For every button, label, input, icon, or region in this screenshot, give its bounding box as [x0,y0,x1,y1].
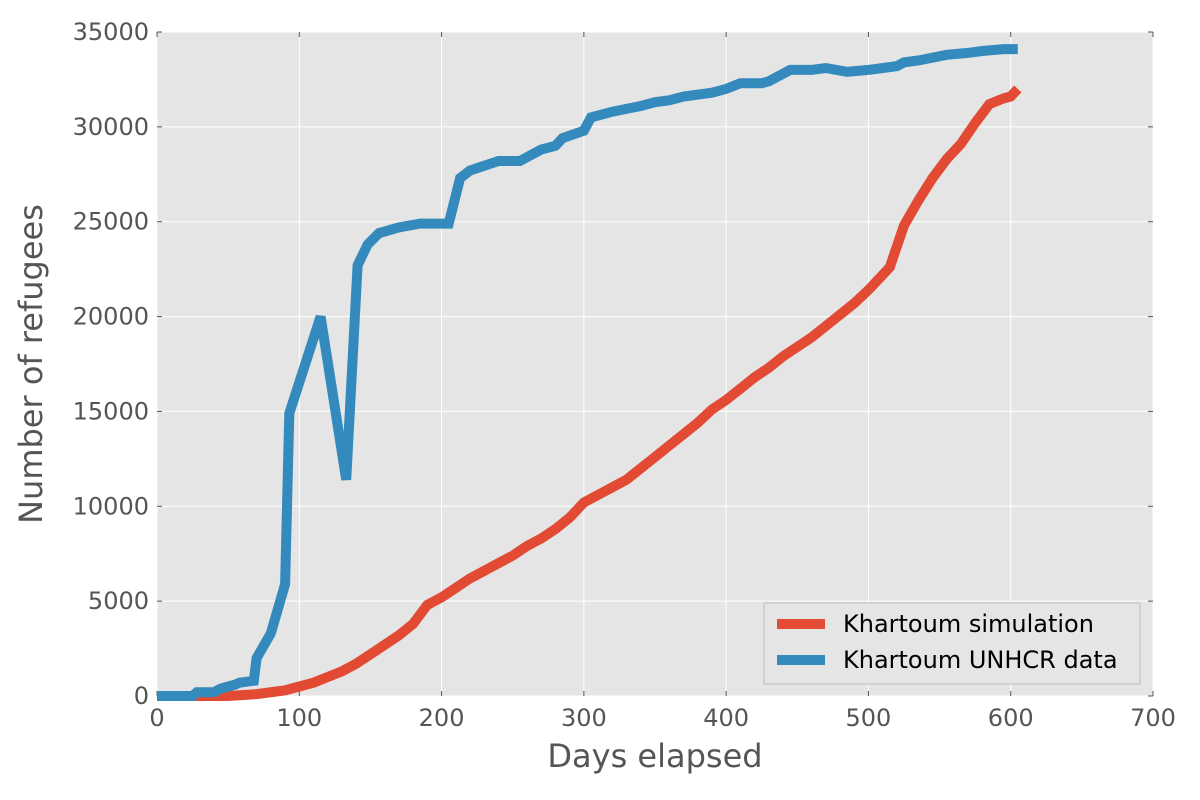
x-tick-label: 700 [1130,704,1176,732]
y-tick-label: 5000 [88,587,149,615]
y-tick-label: 30000 [73,113,149,141]
series-line-unhcr [157,44,1018,701]
y-tick-label: 35000 [73,18,149,46]
y-tick-label: 0 [134,682,149,710]
series-layer [157,44,1022,701]
legend-box [763,602,1141,685]
x-tick-label: 600 [988,704,1034,732]
x-tick-label: 100 [276,704,322,732]
legend: Khartoum simulation Khartoum UNHCR data [763,602,1141,685]
x-tick-label: 400 [703,704,749,732]
x-tick-label: 300 [561,704,607,732]
x-tick-label: 0 [149,704,164,732]
y-axis-title: Number of refugees [12,204,50,524]
series-line-simulation [157,85,1022,701]
axes [156,31,1154,697]
x-tick-label: 500 [846,704,892,732]
tick-labels: 0 100 200 300 400 500 600 700 0 5000 10000 15000 200… [73,18,1176,732]
legend-label-unhcr: Khartoum UNHCR data [843,646,1118,674]
y-tick-label: 20000 [73,303,149,331]
legend-label-simulation: Khartoum simulation [843,610,1094,638]
y-tick-label: 15000 [73,397,149,425]
y-tick-label: 10000 [73,492,149,520]
grid [156,31,1154,697]
y-tick-label: 25000 [73,208,149,236]
x-axis-title: Days elapsed [547,737,762,775]
x-tick-label: 200 [419,704,465,732]
